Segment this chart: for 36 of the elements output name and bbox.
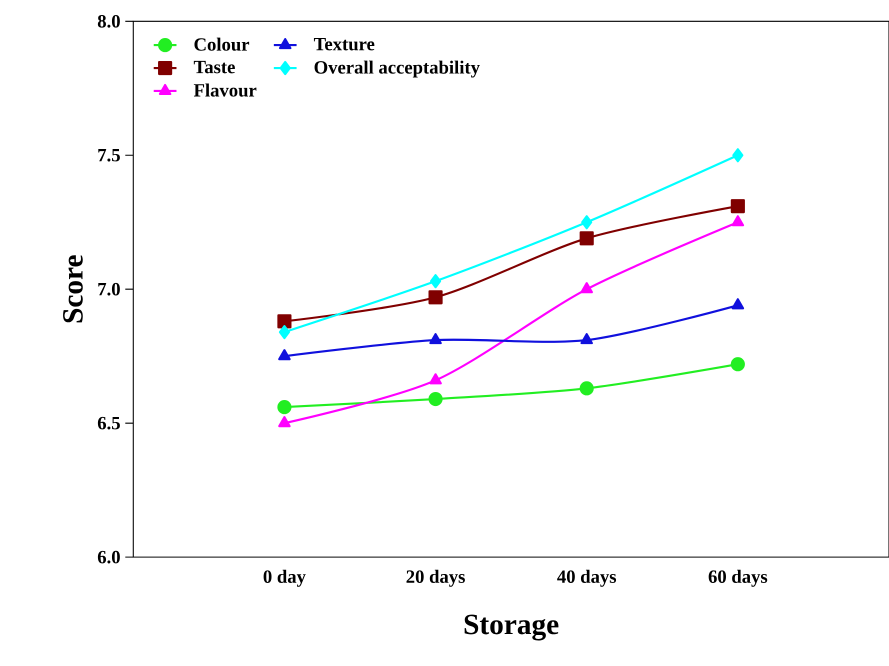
x-axis-title: Storage (464, 614, 558, 640)
y-tick-label: 6.0 (98, 550, 120, 564)
point (277, 314, 292, 328)
point (730, 198, 745, 214)
x-tick-label: 20 days (406, 570, 465, 587)
point (428, 392, 443, 406)
point (580, 381, 594, 396)
point (732, 298, 744, 310)
point (580, 231, 594, 246)
point (428, 290, 443, 304)
point (429, 373, 442, 384)
legend-label: Texture (314, 38, 374, 50)
x-tick-label: 60 days (708, 570, 768, 587)
y-tick-label: 7.0 (98, 282, 120, 296)
point (732, 214, 744, 226)
point (580, 282, 593, 294)
legend-label: Flavour (194, 83, 256, 96)
point (429, 332, 442, 344)
legend-label: Taste (194, 60, 235, 74)
y-tick-label: 7.5 (98, 148, 120, 162)
x-tick-label: 40 days (557, 570, 616, 587)
point (732, 148, 744, 162)
y-tick-label: 6.5 (98, 416, 120, 430)
point (430, 274, 442, 288)
point (730, 356, 745, 372)
point (581, 214, 592, 230)
legend-label: Overall acceptability (314, 60, 480, 78)
y-axis-title: Score (63, 255, 83, 322)
point (278, 416, 291, 428)
point (278, 324, 290, 339)
x-tick-label: 0 day (264, 570, 306, 587)
point (278, 348, 291, 360)
legend-label: Colour (194, 37, 250, 51)
y-tick-label: 8.0 (98, 14, 120, 28)
point (277, 400, 292, 414)
point (580, 332, 593, 344)
